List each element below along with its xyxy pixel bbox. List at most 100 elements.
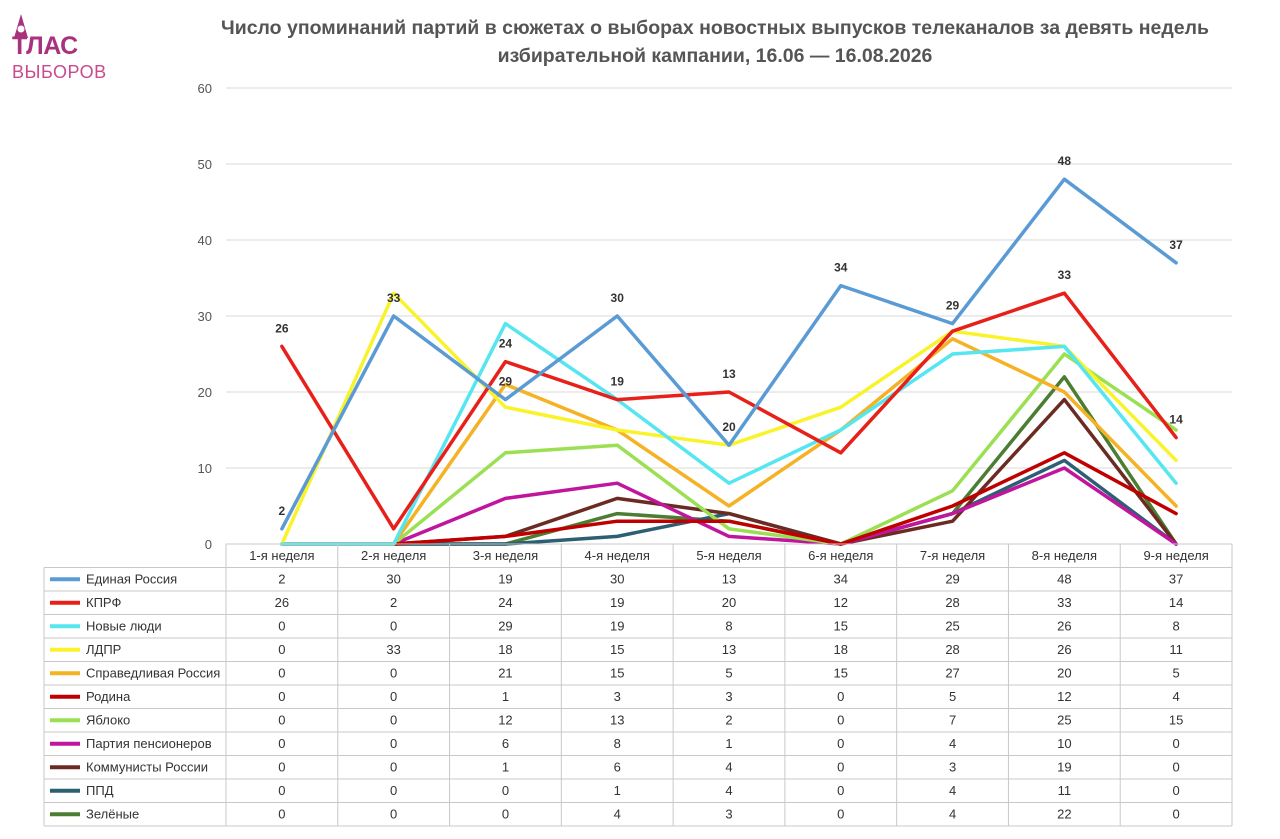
- table-cell-value: 4: [1172, 689, 1179, 704]
- legend-series-name: ЛДПР: [86, 642, 121, 657]
- table-cell-value: 37: [1169, 572, 1183, 587]
- table-cell-value: 3: [725, 689, 732, 704]
- data-label: 13: [722, 367, 736, 381]
- table-cell-value: 0: [390, 736, 397, 751]
- table-cell-value: 2: [725, 713, 732, 728]
- x-category-label: 9-я неделя: [1143, 548, 1208, 563]
- x-category-label: 8-я неделя: [1032, 548, 1097, 563]
- table-cell-value: 15: [610, 666, 624, 681]
- y-tick-label: 0: [205, 537, 212, 552]
- x-category-label: 4-я неделя: [585, 548, 650, 563]
- legend-series-name: Справедливая Россия: [86, 666, 220, 681]
- table-cell-value: 19: [610, 619, 624, 634]
- y-tick-label: 60: [198, 81, 212, 96]
- data-label: 33: [387, 291, 401, 305]
- y-tick-label: 20: [198, 385, 212, 400]
- table-cell-value: 7: [949, 713, 956, 728]
- x-category-label: 3-я неделя: [473, 548, 538, 563]
- table-cell-value: 13: [722, 572, 736, 587]
- data-label: 29: [499, 375, 513, 389]
- table-cell-value: 4: [614, 807, 621, 822]
- data-label: 20: [722, 420, 736, 434]
- data-label: 14: [1169, 413, 1183, 427]
- series-line: [280, 352, 1178, 546]
- table-cell-value: 29: [945, 572, 959, 587]
- table-cell-value: 15: [610, 642, 624, 657]
- table-cell-value: 13: [610, 713, 624, 728]
- series-line: [280, 291, 1178, 531]
- table-cell-value: 26: [1057, 619, 1071, 634]
- table-cell-value: 2: [278, 572, 285, 587]
- table-cell-value: 0: [278, 713, 285, 728]
- data-label: 29: [946, 299, 960, 313]
- table-cell-value: 0: [390, 689, 397, 704]
- table-cell-value: 0: [390, 666, 397, 681]
- table-cell-value: 0: [837, 783, 844, 798]
- logo-line2: ВЫБОРОВ: [12, 62, 107, 82]
- table-cell-value: 29: [498, 619, 512, 634]
- x-category-label: 7-я неделя: [920, 548, 985, 563]
- data-label: 30: [611, 291, 625, 305]
- table-cell-value: 25: [945, 619, 959, 634]
- table-cell-value: 11: [1058, 783, 1072, 798]
- table-cell-value: 30: [610, 572, 624, 587]
- table-cell-value: 25: [1057, 713, 1071, 728]
- table-cell-value: 0: [278, 760, 285, 775]
- table-cell-value: 0: [837, 689, 844, 704]
- table-cell-value: 0: [1172, 736, 1179, 751]
- table-cell-value: 0: [837, 760, 844, 775]
- table-cell-value: 0: [278, 642, 285, 657]
- table-cell-value: 4: [725, 760, 732, 775]
- table-cell-value: 0: [278, 736, 285, 751]
- table-cell-value: 0: [278, 619, 285, 634]
- legend-series-name: ППД: [86, 783, 114, 798]
- table-cell-value: 0: [837, 736, 844, 751]
- table-cell-value: 15: [834, 619, 848, 634]
- logo-line1: ТЛАС: [12, 32, 78, 60]
- legend-series-name: Яблоко: [86, 713, 130, 728]
- legend-series-name: Зелёные: [86, 807, 139, 822]
- legend-series-name: КПРФ: [86, 595, 121, 610]
- table-cell-value: 5: [949, 689, 956, 704]
- table-cell-value: 5: [725, 666, 732, 681]
- table-cell-value: 1: [614, 783, 621, 798]
- table-cell-value: 12: [498, 713, 512, 728]
- atlas-logo: ТЛАС ВЫБОРОВ: [10, 12, 110, 82]
- data-label: 2: [279, 504, 286, 518]
- table-cell-value: 0: [390, 807, 397, 822]
- data-label: 34: [834, 261, 848, 275]
- data-label: 33: [1058, 268, 1072, 282]
- legend-series-name: Новые люди: [86, 619, 162, 634]
- table-cell-value: 1: [502, 689, 509, 704]
- table-cell-value: 13: [722, 642, 736, 657]
- table-cell-value: 26: [275, 595, 289, 610]
- table-cell-value: 21: [498, 666, 512, 681]
- table-cell-value: 0: [837, 713, 844, 728]
- table-cell-value: 0: [502, 783, 509, 798]
- table-cell-value: 0: [1172, 760, 1179, 775]
- x-category-label: 1-я неделя: [249, 548, 314, 563]
- table-cell-value: 4: [949, 783, 956, 798]
- table-cell-value: 8: [1172, 619, 1179, 634]
- table-cell-value: 15: [1169, 713, 1183, 728]
- table-cell-value: 22: [1057, 807, 1071, 822]
- table-cell-value: 0: [278, 689, 285, 704]
- table-cell-value: 0: [390, 713, 397, 728]
- table-cell-value: 0: [278, 783, 285, 798]
- table-cell-value: 12: [1057, 689, 1071, 704]
- table-cell-value: 28: [945, 595, 959, 610]
- table-cell-value: 6: [502, 736, 509, 751]
- table-cell-value: 0: [1172, 783, 1179, 798]
- table-cell-value: 26: [1057, 642, 1071, 657]
- table-cell-value: 0: [390, 783, 397, 798]
- series-line: [280, 466, 1178, 546]
- data-label: 37: [1169, 238, 1183, 252]
- table-cell-value: 0: [278, 666, 285, 681]
- series-line: [280, 177, 1178, 531]
- table-cell-value: 28: [945, 642, 959, 657]
- table-cell-value: 19: [498, 572, 512, 587]
- table-cell-value: 27: [945, 666, 959, 681]
- series-line: [280, 337, 1178, 546]
- table-cell-value: 6: [614, 760, 621, 775]
- table-cell-value: 11: [1169, 642, 1183, 657]
